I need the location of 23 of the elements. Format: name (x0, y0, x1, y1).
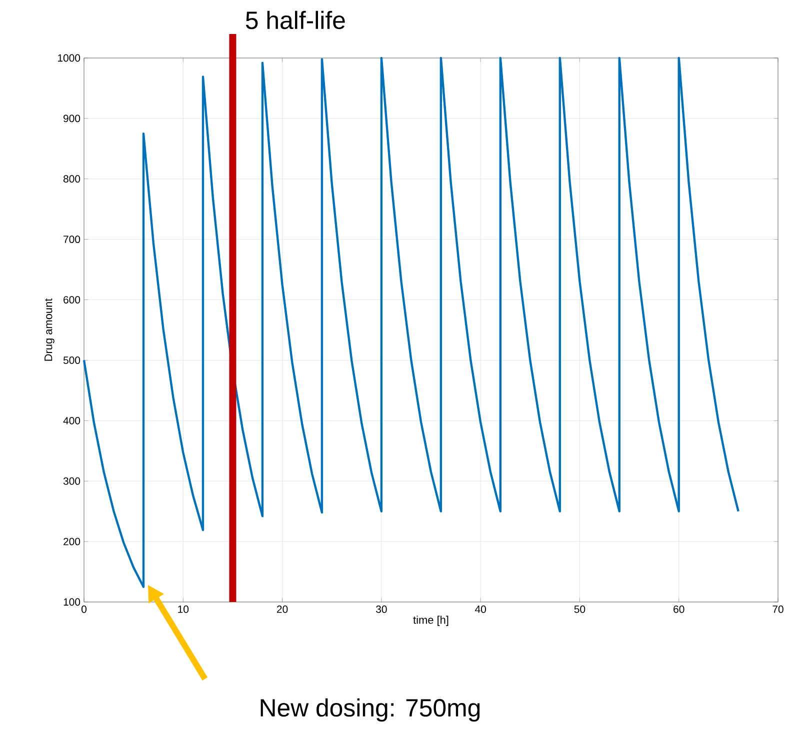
y-tick-label: 900 (64, 114, 80, 122)
y-tick-label: 500 (63, 356, 80, 364)
y-tick-label: 700 (64, 236, 80, 244)
x-tick-label: 0 (82, 606, 87, 613)
x-tick-label: 40 (474, 606, 486, 613)
x-tick-label: 70 (772, 606, 784, 613)
y-tick-label: 200 (64, 538, 80, 546)
y-tick-label: 400 (63, 416, 80, 424)
x-tick-label: 60 (674, 606, 684, 613)
text: New dosing: 750mg (260, 698, 480, 722)
y-tick-label: 300 (63, 477, 80, 485)
x-tick-label: 10 (178, 606, 189, 613)
x-axis-title: time [h] (413, 616, 448, 626)
y-tick-label: 600 (64, 296, 80, 304)
y-tick-label: 1000 (58, 54, 80, 62)
y-tick-label: 800 (63, 175, 80, 183)
x-tick-label: 20 (277, 606, 288, 613)
x-tick-label: 50 (574, 606, 586, 613)
y-axis-title: Drug amount (44, 298, 54, 361)
x-tick-label: 30 (376, 606, 387, 613)
y-tick-label: 100 (64, 598, 80, 606)
line-series (82, 56, 740, 588)
ref-line-label: 5 half-life (246, 10, 345, 30)
